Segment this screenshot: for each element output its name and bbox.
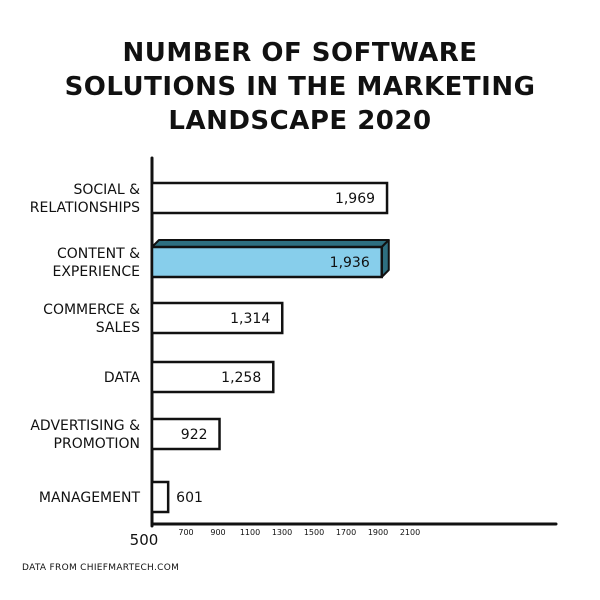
- bar-value-label: 1,969: [335, 191, 375, 207]
- category-label: EXPERIENCE: [52, 264, 140, 280]
- x-tick-label: 500: [130, 531, 159, 549]
- bar-value-label: 1,258: [221, 370, 261, 386]
- x-tick-label: 900: [210, 528, 225, 537]
- source-note: DATA FROM CHIEFMARTECH.COM: [22, 563, 180, 573]
- category-label: PROMOTION: [54, 436, 140, 452]
- bar-value-label: 922: [181, 427, 208, 443]
- bar: [150, 181, 389, 215]
- x-tick-label: 2100: [400, 528, 420, 537]
- x-tick-label: 700: [178, 528, 193, 537]
- category-label: DATA: [104, 370, 140, 386]
- bar: [150, 480, 170, 514]
- x-tick-label: 1700: [336, 528, 356, 537]
- bar-value-label: 1,314: [230, 311, 270, 327]
- category-label: SOCIAL &: [73, 182, 140, 198]
- category-label: COMMERCE &: [43, 302, 140, 318]
- category-label: RELATIONSHIPS: [30, 200, 140, 216]
- bar: [150, 417, 221, 451]
- category-label: MANAGEMENT: [39, 490, 141, 506]
- bar-value-label: 1,936: [330, 255, 370, 271]
- category-label: CONTENT &: [57, 246, 140, 262]
- category-label: ADVERTISING &: [30, 418, 140, 434]
- bar: [150, 245, 384, 279]
- chart-title: NUMBER OF SOFTWARE SOLUTIONS IN THE MARK…: [64, 38, 536, 136]
- x-tick-label: 1500: [304, 528, 324, 537]
- x-tick-label: 1300: [272, 528, 292, 537]
- x-tick-label: 1100: [240, 528, 260, 537]
- bar: [150, 360, 275, 394]
- category-label: SALES: [96, 320, 140, 336]
- bar: [150, 301, 284, 335]
- x-tick-label: 1900: [368, 528, 388, 537]
- bar-value-label: 601: [176, 490, 203, 506]
